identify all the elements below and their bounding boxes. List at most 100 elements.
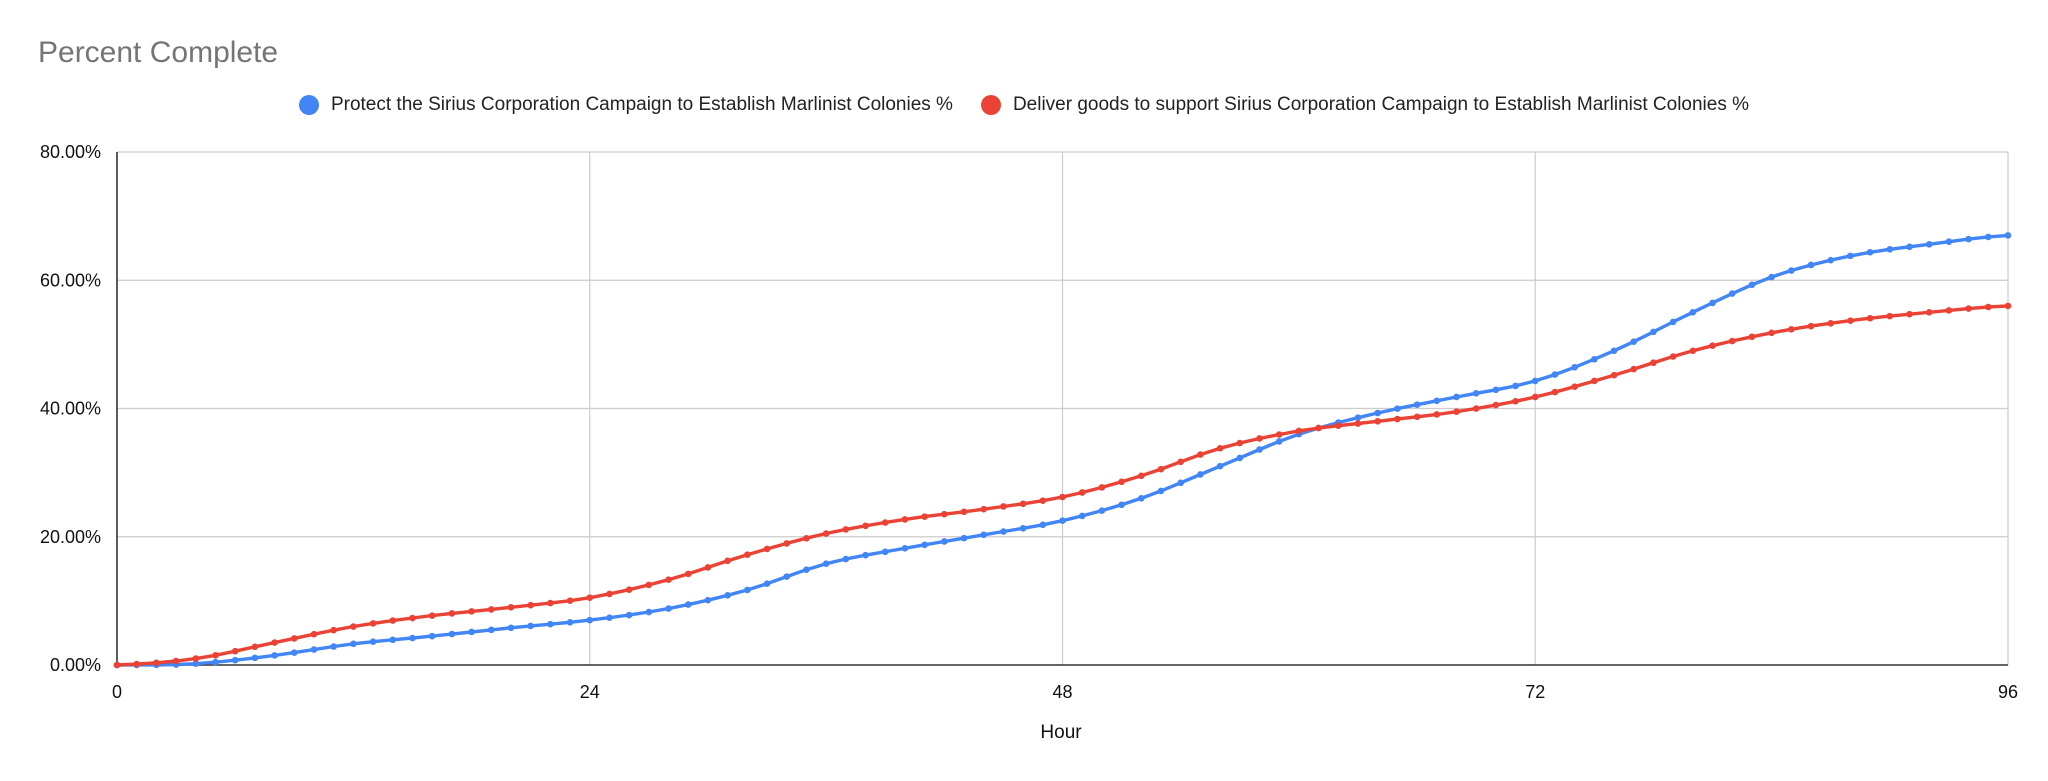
data-point[interactable] <box>1453 408 1460 416</box>
data-point[interactable] <box>1728 290 1736 297</box>
data-point[interactable] <box>1216 444 1224 452</box>
data-point[interactable] <box>2004 302 2012 310</box>
data-point[interactable] <box>350 640 357 648</box>
data-point[interactable] <box>527 622 534 630</box>
data-point[interactable] <box>113 661 121 669</box>
data-point[interactable] <box>1137 494 1145 502</box>
data-point[interactable] <box>1453 393 1460 401</box>
data-point[interactable] <box>1650 359 1657 367</box>
data-point[interactable] <box>1157 487 1165 495</box>
data-point[interactable] <box>803 534 810 542</box>
data-point[interactable] <box>1630 338 1638 345</box>
data-point[interactable] <box>704 596 712 604</box>
data-point[interactable] <box>625 611 633 619</box>
data-point[interactable] <box>684 570 692 578</box>
data-point[interactable] <box>862 551 869 559</box>
data-point[interactable] <box>684 601 692 608</box>
data-point[interactable] <box>1610 371 1618 379</box>
data-point[interactable] <box>1197 471 1204 478</box>
data-point[interactable] <box>1531 393 1539 401</box>
data-point[interactable] <box>507 603 515 611</box>
data-point[interactable] <box>901 516 909 523</box>
data-point[interactable] <box>1236 439 1244 447</box>
data-point[interactable] <box>1512 397 1519 405</box>
data-point[interactable] <box>448 610 456 617</box>
data-point[interactable] <box>1788 267 1795 274</box>
data-point[interactable] <box>980 505 988 513</box>
data-point[interactable] <box>1925 241 1933 248</box>
data-point[interactable] <box>980 531 988 539</box>
data-point[interactable] <box>1630 365 1638 373</box>
data-point[interactable] <box>409 614 416 622</box>
data-point[interactable] <box>1492 401 1500 409</box>
data-point[interactable] <box>941 510 948 518</box>
data-point[interactable] <box>172 657 180 665</box>
data-point[interactable] <box>921 513 928 520</box>
data-point[interactable] <box>1413 401 1421 408</box>
data-point[interactable] <box>1039 521 1047 529</box>
data-point[interactable] <box>822 560 830 567</box>
data-point[interactable] <box>1591 377 1598 385</box>
data-point[interactable] <box>507 624 515 632</box>
data-point[interactable] <box>783 540 791 547</box>
data-point[interactable] <box>822 530 830 537</box>
data-point[interactable] <box>487 626 495 634</box>
data-point[interactable] <box>369 638 377 645</box>
data-point[interactable] <box>310 630 318 638</box>
data-point[interactable] <box>1847 252 1854 260</box>
data-point[interactable] <box>1768 273 1775 281</box>
data-point[interactable] <box>428 612 436 619</box>
data-point[interactable] <box>586 616 594 624</box>
data-point[interactable] <box>1019 525 1027 532</box>
data-point[interactable] <box>645 608 653 616</box>
data-point[interactable] <box>1591 355 1598 363</box>
data-point[interactable] <box>192 660 200 668</box>
data-point[interactable] <box>153 659 160 667</box>
data-point[interactable] <box>1354 420 1362 427</box>
data-point[interactable] <box>1650 328 1657 336</box>
data-point[interactable] <box>547 620 554 628</box>
data-point[interactable] <box>941 538 948 545</box>
data-point[interactable] <box>487 606 495 613</box>
data-point[interactable] <box>547 599 554 607</box>
data-point[interactable] <box>724 592 731 599</box>
data-point[interactable] <box>606 614 613 621</box>
data-point[interactable] <box>665 576 672 584</box>
data-point[interactable] <box>704 564 712 571</box>
data-point[interactable] <box>1866 248 1874 256</box>
data-point[interactable] <box>1925 309 1933 316</box>
data-point[interactable] <box>1059 493 1066 501</box>
data-point[interactable] <box>566 597 574 604</box>
data-point[interactable] <box>1236 454 1244 462</box>
data-point[interactable] <box>1157 465 1165 473</box>
data-point[interactable] <box>1571 363 1578 371</box>
data-point[interactable] <box>803 566 810 573</box>
data-point[interactable] <box>1000 503 1007 510</box>
data-point[interactable] <box>1551 388 1559 396</box>
data-point[interactable] <box>1256 446 1263 453</box>
data-point[interactable] <box>330 643 337 650</box>
data-point[interactable] <box>1945 238 1953 246</box>
data-point[interactable] <box>1275 438 1283 445</box>
data-point[interactable] <box>1098 507 1106 514</box>
data-point[interactable] <box>606 590 613 598</box>
data-point[interactable] <box>1689 347 1697 355</box>
data-point[interactable] <box>960 534 968 542</box>
data-point[interactable] <box>1886 312 1894 320</box>
data-point[interactable] <box>665 605 672 612</box>
data-point[interactable] <box>1137 472 1145 480</box>
data-point[interactable] <box>1709 342 1716 350</box>
data-point[interactable] <box>290 649 298 656</box>
data-point[interactable] <box>1512 382 1519 390</box>
data-point[interactable] <box>625 586 633 593</box>
data-point[interactable] <box>921 541 928 549</box>
data-point[interactable] <box>586 594 594 601</box>
data-point[interactable] <box>1433 411 1441 418</box>
data-point[interactable] <box>231 647 239 655</box>
data-point[interactable] <box>783 573 791 580</box>
data-point[interactable] <box>1847 317 1854 324</box>
data-point[interactable] <box>1394 405 1401 412</box>
data-point[interactable] <box>389 636 397 644</box>
data-point[interactable] <box>1118 501 1125 509</box>
data-point[interactable] <box>1354 414 1362 421</box>
